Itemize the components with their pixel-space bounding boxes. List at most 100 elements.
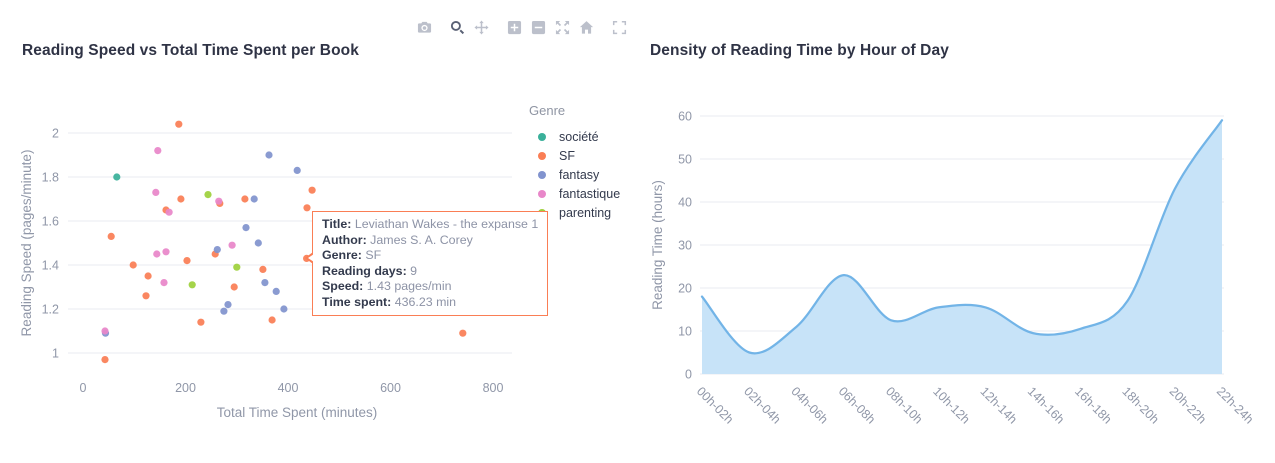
x-tick-label: 00h-02h <box>694 384 736 426</box>
modebar-group <box>503 16 597 38</box>
scatter-point[interactable] <box>101 327 109 335</box>
y-tick-label: 1.8 <box>42 171 59 185</box>
scatter-point[interactable] <box>254 239 262 247</box>
legend-item-fantastique[interactable]: fantastique <box>529 184 620 203</box>
camera-button[interactable] <box>413 16 435 38</box>
tooltip-row: Genre: SF <box>322 248 382 263</box>
scatter-point[interactable] <box>183 257 191 265</box>
home-button[interactable] <box>575 16 597 38</box>
scatter-point[interactable] <box>144 272 152 280</box>
autoscale-icon <box>555 20 569 34</box>
scatter-point[interactable] <box>154 147 162 155</box>
legend-item-fantasy[interactable]: fantasy <box>529 165 620 184</box>
home-icon <box>579 20 593 34</box>
x-tick-label: 16h-18h <box>1072 384 1114 426</box>
area-chart-title: Density of Reading Time by Hour of Day <box>650 42 949 59</box>
scatter-point[interactable] <box>215 197 223 205</box>
modebar-group <box>413 16 435 38</box>
modebar-group <box>446 16 492 38</box>
scatter-point[interactable] <box>107 232 115 240</box>
legend-item-sf[interactable]: SF <box>529 146 620 165</box>
density-area-fill <box>702 120 1222 374</box>
legend-item-label: fantasy <box>559 167 600 182</box>
tooltip-row: Reading days: 9 <box>322 263 418 278</box>
pan-button[interactable] <box>470 16 492 38</box>
scatter-point[interactable] <box>175 120 183 128</box>
scatter-point[interactable] <box>165 208 173 216</box>
legend-item-label: SF <box>559 148 575 163</box>
y-tick-label: 1.4 <box>42 259 59 273</box>
scatter-point[interactable] <box>242 224 250 232</box>
scatter-point[interactable] <box>224 301 232 309</box>
scatter-point[interactable] <box>228 241 236 249</box>
legend-item-soci-t-[interactable]: société <box>529 127 620 146</box>
x-tick-label: 14h-16h <box>1025 384 1067 426</box>
zoom-in-button[interactable] <box>503 16 525 38</box>
scatter-point[interactable] <box>233 263 241 271</box>
tooltip-row: Author: James S. A. Corey <box>322 232 473 247</box>
y-tick-label: 1 <box>52 347 59 361</box>
legend-title: Genre <box>529 103 566 118</box>
scatter-point[interactable] <box>220 307 228 315</box>
y-axis-title: Reading Time (hours) <box>650 180 665 310</box>
y-tick-label: 1.6 <box>42 215 59 229</box>
scatter-point[interactable] <box>293 166 301 174</box>
x-tick-label: 400 <box>278 381 299 395</box>
scatter-point[interactable] <box>160 279 168 287</box>
y-tick-label: 1.2 <box>42 303 59 317</box>
zoom-in-icon <box>507 20 521 34</box>
scatter-point[interactable] <box>177 195 185 203</box>
autoscale-button[interactable] <box>551 16 573 38</box>
x-tick-label: 200 <box>175 381 196 395</box>
scatter-point[interactable] <box>152 188 160 196</box>
scatter-chart-title: Reading Speed vs Total Time Spent per Bo… <box>22 42 359 59</box>
y-tick-label: 40 <box>678 196 692 210</box>
scatter-point[interactable] <box>188 281 196 289</box>
y-tick-label: 20 <box>678 282 692 296</box>
scatter-point[interactable] <box>308 186 316 194</box>
scatter-point[interactable] <box>268 316 276 324</box>
legend-item-label: fantastique <box>559 186 621 201</box>
y-tick-label: 50 <box>678 153 692 167</box>
scatter-point[interactable] <box>129 261 137 269</box>
scatter-point[interactable] <box>101 356 109 364</box>
y-tick-label: 10 <box>678 325 692 339</box>
scatter-point[interactable] <box>261 279 269 287</box>
scatter-point[interactable] <box>204 191 212 199</box>
scatter-point[interactable] <box>162 248 170 256</box>
zoom-button[interactable] <box>446 16 468 38</box>
hover-tooltip: Title: Leviathan Wakes - the expanse 1 Au… <box>305 211 549 316</box>
x-tick-label: 10h-12h <box>930 384 972 426</box>
y-tick-label: 30 <box>678 239 692 253</box>
scatter-point[interactable] <box>241 195 249 203</box>
x-tick-label: 18h-20h <box>1119 384 1161 426</box>
scatter-point[interactable] <box>250 195 258 203</box>
scatter-point[interactable] <box>142 292 150 300</box>
x-tick-label: 08h-10h <box>883 384 925 426</box>
x-tick-label: 0 <box>80 381 87 395</box>
tooltip-caret-inner <box>308 254 314 262</box>
legend-dot-icon <box>538 151 546 160</box>
genre-legend: Genre société SF fantasy fantastique parenti… <box>529 103 620 222</box>
scatter-point[interactable] <box>303 204 311 212</box>
scatter-point[interactable] <box>230 283 238 291</box>
scatter-point[interactable] <box>213 246 221 254</box>
scatter-point[interactable] <box>197 318 205 326</box>
x-tick-label: 600 <box>380 381 401 395</box>
y-tick-label: 2 <box>52 127 59 141</box>
y-tick-label: 0 <box>685 368 692 382</box>
fullscreen-icon <box>612 20 626 34</box>
plotly-modebar <box>413 16 630 38</box>
scatter-point[interactable] <box>265 151 273 159</box>
zoom-out-button[interactable] <box>527 16 549 38</box>
fullscreen-button[interactable] <box>608 16 630 38</box>
scatter-point[interactable] <box>153 250 161 258</box>
x-tick-label: 20h-22h <box>1167 384 1209 426</box>
scatter-point[interactable] <box>113 173 121 181</box>
scatter-point[interactable] <box>259 265 267 273</box>
x-tick-label: 04h-06h <box>788 384 830 426</box>
scatter-point[interactable] <box>280 305 288 313</box>
scatter-point[interactable] <box>272 287 280 295</box>
density-area-line[interactable] <box>700 119 1224 355</box>
scatter-point[interactable] <box>459 329 467 337</box>
